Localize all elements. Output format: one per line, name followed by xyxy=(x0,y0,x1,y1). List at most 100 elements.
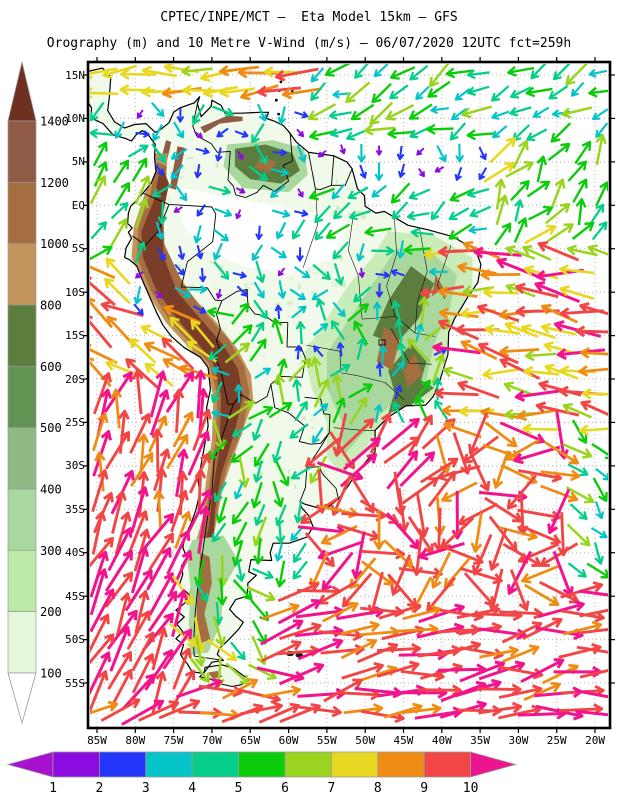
wind-arrow xyxy=(253,299,268,320)
wind-arrow xyxy=(154,163,165,176)
terrain-speckle xyxy=(179,176,183,179)
wind-arrow xyxy=(513,445,561,465)
wind-arrow xyxy=(430,551,452,589)
terrain-speckle xyxy=(210,260,216,264)
orography-colorbar-segment xyxy=(7,304,37,367)
wind-arrow xyxy=(254,367,271,380)
wind-arrow xyxy=(408,103,433,120)
wind-arrow xyxy=(136,109,144,119)
wind-arrow xyxy=(522,245,552,262)
wind-arrow xyxy=(255,225,264,241)
terrain-speckle xyxy=(244,282,248,289)
wind-colorbar-segment xyxy=(99,751,147,778)
wind-arrow xyxy=(90,588,115,633)
wind-arrow xyxy=(309,129,336,141)
wind-arrow xyxy=(309,455,328,484)
wind-arrow xyxy=(396,341,407,365)
wind-arrow xyxy=(454,166,463,181)
orography-colorbar-label: 300 xyxy=(40,544,62,558)
wind-arrow xyxy=(396,240,406,259)
wind-arrow xyxy=(166,434,189,470)
terrain-speckle xyxy=(336,206,340,211)
wind-arrow xyxy=(354,64,369,79)
wind-arrow xyxy=(325,223,351,239)
wind-arrow xyxy=(307,103,337,121)
wind-arrow xyxy=(381,417,420,451)
wind-arrow xyxy=(107,651,133,690)
wind-arrow xyxy=(148,532,174,571)
wind-arrow xyxy=(230,641,246,661)
wind-arrow xyxy=(550,178,566,209)
wind-arrow xyxy=(292,542,307,563)
wind-arrow xyxy=(114,182,130,207)
wind-arrow xyxy=(314,205,331,224)
wind-arrow xyxy=(193,305,207,314)
wind-arrow xyxy=(141,86,177,98)
wind-arrow xyxy=(310,356,322,388)
orography-colorbar-segment xyxy=(7,120,37,183)
wind-arrow xyxy=(503,381,534,396)
wind-arrow xyxy=(252,567,274,580)
wind-arrow xyxy=(328,110,352,120)
lon-axis-label: 45W xyxy=(393,734,414,747)
wind-colorbar-label: 9 xyxy=(420,781,428,796)
wind-arrow xyxy=(353,320,369,346)
wind-arrow xyxy=(373,64,389,78)
wind-arrow xyxy=(528,205,553,221)
wind-arrow xyxy=(274,304,283,320)
wind-arrow xyxy=(519,524,562,545)
wind-arrow xyxy=(332,241,349,260)
wind-arrow xyxy=(571,221,595,240)
orography-colorbar-segment xyxy=(7,488,37,551)
wind-arrow xyxy=(270,167,289,177)
wind-arrow xyxy=(353,286,372,303)
wind-colorbar-segment xyxy=(284,751,332,778)
wind-arrow xyxy=(391,361,405,377)
wind-arrow xyxy=(148,572,175,616)
orography-colorbar-segment xyxy=(7,611,37,674)
wind-arrow xyxy=(256,85,302,98)
wind-arrow xyxy=(155,221,165,240)
coastline xyxy=(87,67,482,675)
wind-arrow xyxy=(297,705,342,718)
wind-arrow xyxy=(523,681,561,701)
wind-arrow xyxy=(111,490,127,534)
wind-arrow xyxy=(509,569,530,612)
wind-arrow xyxy=(369,101,394,126)
wind-arrow xyxy=(174,263,185,276)
wind-arrow xyxy=(478,701,523,715)
wind-arrow xyxy=(188,285,208,295)
wind-arrow xyxy=(290,466,312,480)
wind-arrow xyxy=(579,668,608,679)
wind-arrow xyxy=(268,402,293,419)
wind-arrow xyxy=(271,317,284,345)
terrain-speckle xyxy=(295,306,301,310)
wind-arrow xyxy=(110,388,123,429)
wind-arrow xyxy=(279,622,322,641)
terrain-speckle xyxy=(250,457,256,463)
wind-arrow xyxy=(590,526,608,539)
wind-arrow xyxy=(548,85,569,100)
wind-arrow xyxy=(524,224,557,245)
wind-arrow xyxy=(510,180,530,202)
wind-arrow xyxy=(348,209,372,221)
wind-arrow xyxy=(579,347,608,359)
terrain-speckle xyxy=(294,484,297,490)
wind-arrow xyxy=(363,124,396,136)
terrain-speckle xyxy=(257,392,260,398)
wind-arrow xyxy=(212,242,223,261)
terrain-speckle xyxy=(263,401,269,407)
wind-arrow xyxy=(215,496,228,524)
wind-arrow xyxy=(409,64,429,81)
wind-arrow xyxy=(90,265,116,280)
wind-arrow xyxy=(415,493,430,538)
wind-arrow xyxy=(296,247,304,262)
wind-arrow xyxy=(232,324,253,345)
terrain-speckle xyxy=(311,426,314,430)
wind-arrow xyxy=(332,413,348,457)
wind-colorbar-label: 2 xyxy=(95,781,103,796)
wind-arrow xyxy=(430,200,446,221)
wind-arrow xyxy=(293,266,311,279)
wind-arrow xyxy=(153,489,165,530)
wind-arrow xyxy=(195,245,204,260)
